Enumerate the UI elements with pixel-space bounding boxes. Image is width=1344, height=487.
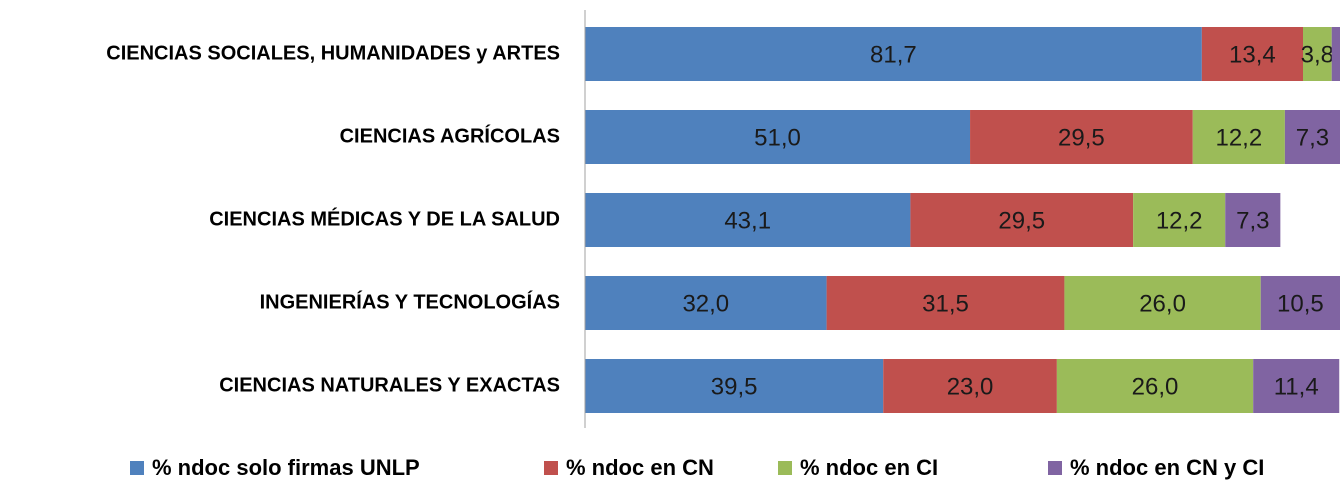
bar-segment bbox=[1133, 193, 1226, 247]
category-label: CIENCIAS SOCIALES, HUMANIDADES y ARTES bbox=[106, 42, 560, 64]
value-label: 81,7 bbox=[870, 41, 917, 68]
value-label: 10,5 bbox=[1277, 290, 1324, 317]
value-label: 13,4 bbox=[1229, 41, 1276, 68]
value-label: 51,0 bbox=[754, 124, 801, 151]
legend-label: % ndoc solo firmas UNLP bbox=[152, 455, 420, 480]
value-label: 7,3 bbox=[1236, 207, 1269, 234]
value-label: 3,8 bbox=[1301, 41, 1334, 68]
bar-segment bbox=[1260, 276, 1340, 330]
value-label: 39,5 bbox=[711, 373, 758, 400]
bar-segment bbox=[585, 27, 1202, 81]
bar-segment bbox=[1284, 110, 1340, 164]
bar-segment bbox=[1201, 27, 1304, 81]
bar-segment bbox=[910, 193, 1134, 247]
legend-label: % ndoc en CN y CI bbox=[1070, 455, 1264, 480]
bar-segment bbox=[883, 359, 1057, 413]
bar-segment bbox=[1056, 359, 1254, 413]
bar-segment bbox=[1331, 27, 1340, 81]
bar-segment bbox=[1225, 193, 1281, 247]
bar-segment bbox=[585, 359, 884, 413]
value-label: 29,5 bbox=[1058, 124, 1105, 151]
legend-swatch bbox=[778, 461, 792, 475]
bar-segment bbox=[826, 276, 1065, 330]
value-label: 26,0 bbox=[1139, 290, 1186, 317]
bar-segment bbox=[970, 110, 1193, 164]
legend-swatch bbox=[1048, 461, 1062, 475]
category-label: CIENCIAS AGRÍCOLAS bbox=[340, 124, 560, 147]
category-label: CIENCIAS MÉDICAS Y DE LA SALUD bbox=[209, 207, 560, 230]
legend-label: % ndoc en CI bbox=[800, 455, 938, 480]
value-label: 32,0 bbox=[682, 290, 729, 317]
legend-swatch bbox=[544, 461, 558, 475]
bar-segment bbox=[1253, 359, 1340, 413]
legend-label: % ndoc en CN bbox=[566, 455, 714, 480]
value-label: 11,4 bbox=[1274, 373, 1319, 400]
value-label: 31,5 bbox=[922, 290, 969, 317]
bar-segment bbox=[1192, 110, 1285, 164]
bar-segment bbox=[585, 276, 827, 330]
value-label: 29,5 bbox=[998, 207, 1045, 234]
bar-segment bbox=[1303, 27, 1332, 81]
legend-swatch bbox=[130, 461, 144, 475]
bar-segment bbox=[1064, 276, 1261, 330]
value-label: 43,1 bbox=[724, 207, 771, 234]
value-label: 26,0 bbox=[1132, 373, 1179, 400]
bar-segment bbox=[585, 110, 971, 164]
category-label: INGENIERÍAS Y TECNOLOGÍAS bbox=[260, 290, 560, 313]
value-label: 12,2 bbox=[1156, 207, 1203, 234]
category-label: CIENCIAS NATURALES Y EXACTAS bbox=[219, 374, 560, 396]
value-label: 7,3 bbox=[1296, 124, 1329, 151]
value-label: 23,0 bbox=[947, 373, 994, 400]
value-label: 12,2 bbox=[1215, 124, 1262, 151]
bar-segment bbox=[585, 193, 911, 247]
